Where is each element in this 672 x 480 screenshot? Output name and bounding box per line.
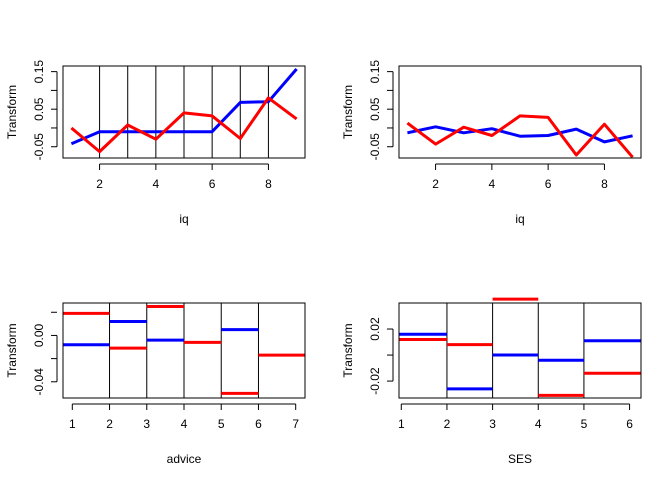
panel-1-y-tick-label-1: -0.05 — [32, 133, 46, 161]
panel-2-y-tick-label-2: 0.05 — [368, 97, 382, 121]
panel-2: 2 4 6 8 iq -0.05 0.05 0.15 Transform — [341, 60, 642, 226]
panel-3-x-tick-label-1: 1 — [69, 417, 76, 431]
panel-4-plot-frame — [398, 302, 642, 399]
panel-1-x-tick-label-4: 4 — [153, 177, 160, 191]
panel-3-x-axis-label: advice — [167, 452, 202, 466]
panel-1-y-axis: -0.05 0.05 0.15 — [32, 60, 58, 161]
panel-3-x-tick-label-7: 7 — [292, 417, 299, 431]
panel-3-y-axis-label: Transform — [5, 323, 19, 377]
panel-4-x-tick-label-5: 5 — [581, 417, 588, 431]
panel-3-x-tick-label-2: 2 — [106, 417, 113, 431]
panel-1-x-axis-label: iq — [179, 212, 188, 226]
panel-4-x-axis: 1 2 3 4 5 6 — [398, 403, 633, 431]
panel-4-x-tick-label-3: 3 — [489, 417, 496, 431]
panel-2-x-axis: 2 4 6 8 — [432, 163, 608, 191]
panel-4-x-axis-label: SES — [508, 452, 532, 466]
panel-1-y-axis-label: Transform — [5, 85, 19, 139]
panel-2-y-axis: -0.05 0.05 0.15 — [368, 60, 394, 161]
panel-2-y-tick-label-1: -0.05 — [368, 133, 382, 161]
panel-2-series-blue-line — [407, 125, 633, 144]
panel-4-x-tick-label-6: 6 — [626, 417, 633, 431]
panel-3-plot-frame — [62, 302, 306, 399]
panel-2-y-tick-label-3: 0.15 — [368, 60, 382, 84]
panel-1-plot-frame — [62, 65, 306, 159]
panel-3: 1 2 3 4 5 6 7 advice -0.04 0.00 Transform — [5, 302, 306, 466]
panel-2-x-tick-label-4: 4 — [489, 177, 496, 191]
panel-1-y-tick-label-3: 0.15 — [32, 60, 46, 84]
panel-1-x-tick-label-2: 2 — [96, 177, 103, 191]
panel-3-y-tick-label-1: -0.04 — [32, 368, 46, 396]
panel-4: 1 2 3 4 5 6 SES -0.02 0.02 Transform — [341, 297, 642, 466]
panel-3-x-tick-label-6: 6 — [255, 417, 262, 431]
panel-4-y-axis: -0.02 0.02 — [368, 317, 394, 395]
panel-2-plot-frame — [398, 65, 642, 159]
panel-1-x-tick-label-8: 8 — [265, 177, 272, 191]
panel-1-series-blue-line — [70, 68, 298, 146]
panel-1-x-tick-label-6: 6 — [209, 177, 216, 191]
panel-4-x-tick-label-4: 4 — [535, 417, 542, 431]
panel-4-y-axis-label: Transform — [341, 323, 355, 377]
panel-2-x-tick-label-2: 2 — [432, 177, 439, 191]
panel-1-x-axis: 2 4 6 8 — [96, 163, 272, 191]
panel-3-x-tick-label-3: 3 — [143, 417, 150, 431]
panel-2-y-axis-label: Transform — [341, 85, 355, 139]
panel-2-x-axis-label: iq — [515, 212, 524, 226]
panel-2-series-red-line — [406, 114, 634, 159]
panel-2-x-tick-label-8: 8 — [601, 177, 608, 191]
panel-4-x-tick-label-1: 1 — [398, 417, 405, 431]
panel-3-x-tick-label-4: 4 — [181, 417, 188, 431]
panel-4-y-tick-label-1: -0.02 — [368, 367, 382, 395]
panel-3-y-axis: -0.04 0.00 — [32, 311, 58, 396]
panel-4-x-tick-label-2: 2 — [444, 417, 451, 431]
panel-1: 2 4 6 8 iq -0.05 0.05 0.15 Transform — [5, 60, 306, 226]
panel-1-series-red-line — [70, 96, 298, 154]
panel-3-x-tick-label-5: 5 — [218, 417, 225, 431]
panel-2-x-tick-label-6: 6 — [545, 177, 552, 191]
panel-1-y-tick-label-2: 0.05 — [32, 97, 46, 121]
panel-4-y-tick-label-2: 0.02 — [368, 317, 382, 341]
panel-3-y-tick-label-2: 0.00 — [32, 323, 46, 347]
panel-3-x-axis: 1 2 3 4 5 6 7 — [69, 403, 299, 431]
